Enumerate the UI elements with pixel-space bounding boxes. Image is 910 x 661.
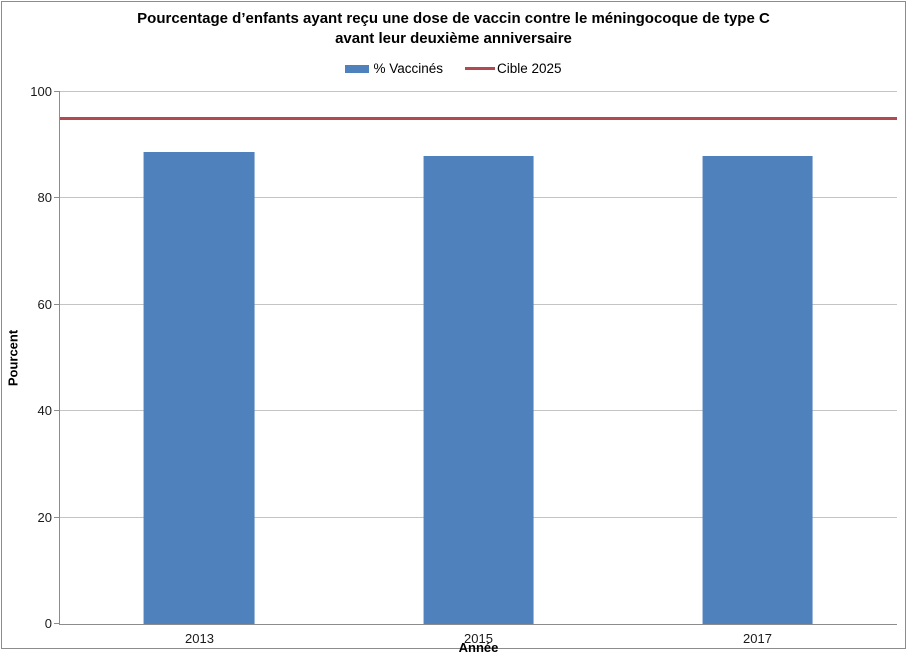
line-swatch-icon xyxy=(464,67,495,70)
x-axis-title: Année xyxy=(458,640,499,655)
bar-swatch-icon xyxy=(345,64,370,73)
gridline-100 xyxy=(60,91,897,92)
y-tick-label: 60 xyxy=(37,296,52,312)
y-tickmark-20 xyxy=(54,516,60,518)
y-tick-label: 0 xyxy=(44,616,52,631)
chart-title: Pourcentage d’enfants ayant reçu une dos… xyxy=(2,9,905,49)
y-axis-title: Pourcent xyxy=(5,329,21,387)
legend-label-cible: Cible 2025 xyxy=(496,61,562,76)
bar-2017 xyxy=(702,155,813,624)
legend-item-vaccines: % Vaccinés xyxy=(345,61,443,76)
x-tick-label: 2013 xyxy=(185,631,214,646)
bar-2015 xyxy=(423,155,534,624)
y-tick-label: 40 xyxy=(37,403,52,419)
legend-item-cible: Cible 2025 xyxy=(464,61,562,76)
chart-title-line1: Pourcentage d’enfants ayant reçu une dos… xyxy=(137,10,770,27)
legend: % Vaccinés Cible 2025 xyxy=(2,61,905,76)
bar-2013 xyxy=(144,152,255,624)
target-line xyxy=(60,117,897,121)
legend-label-vaccines: % Vaccinés xyxy=(373,61,443,76)
y-tickmark-0 xyxy=(54,623,60,624)
y-tickmark-100 xyxy=(54,91,60,92)
y-tickmark-40 xyxy=(54,410,60,412)
x-tick-label: 2015 xyxy=(464,631,493,646)
y-tickmark-60 xyxy=(54,303,60,305)
x-tick-label: 2017 xyxy=(743,631,772,646)
chart-title-line2: avant leur deuxième anniversaire xyxy=(335,30,572,47)
y-tick-label: 100 xyxy=(30,84,52,99)
plot-area: Pourcent Année 0 20 40 60 80 100 2013 2015 2017 xyxy=(6,84,897,655)
y-tickmark-80 xyxy=(54,197,60,199)
y-tick-label: 20 xyxy=(37,509,52,525)
y-tick-label: 80 xyxy=(37,190,52,206)
